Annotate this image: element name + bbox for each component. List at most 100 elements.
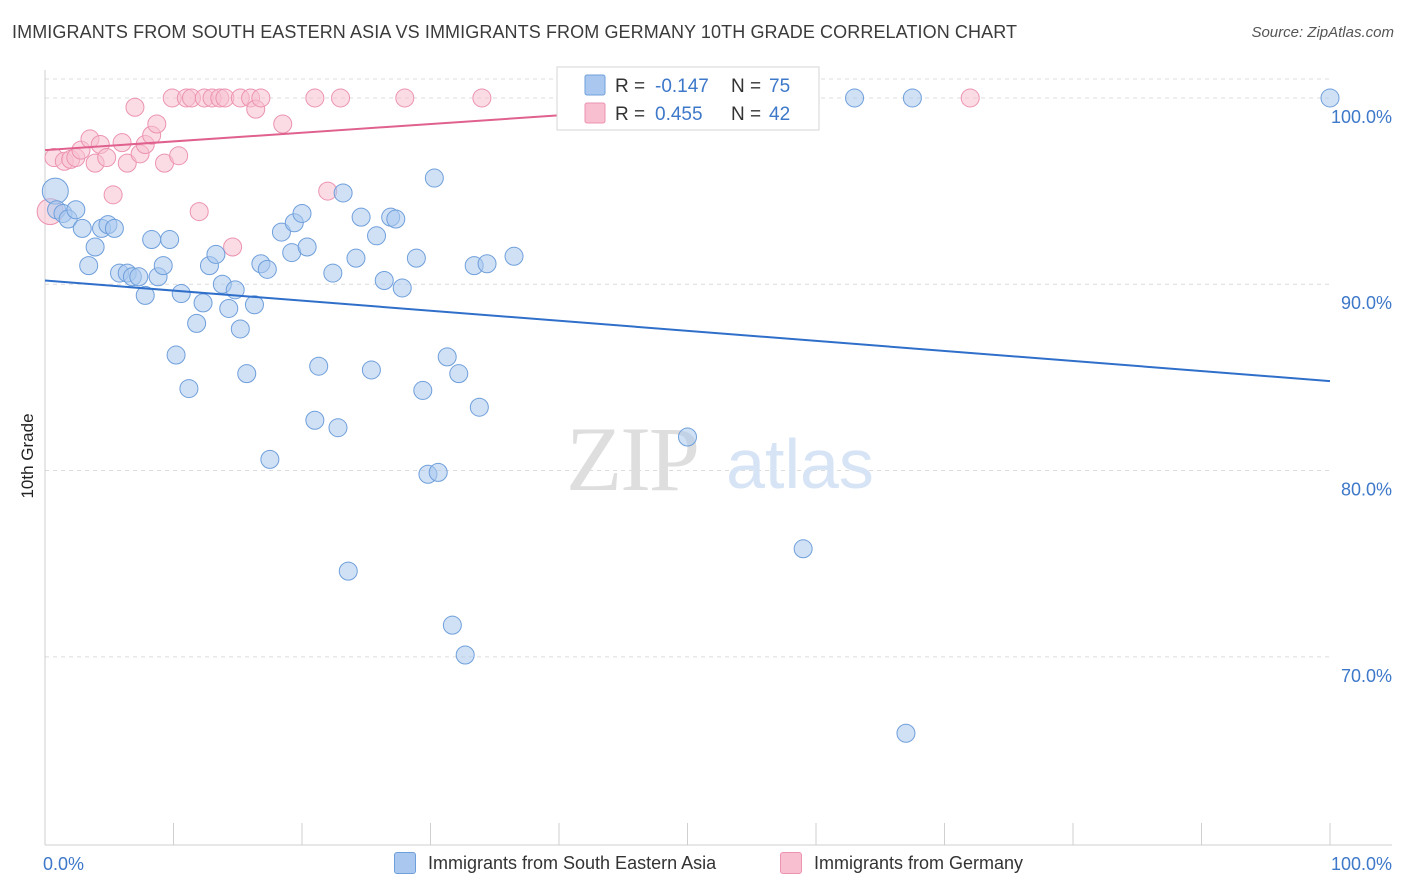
legend-item-germany[interactable]: Immigrants from Germany — [780, 852, 1023, 874]
y-tick-labels: 70.0% 80.0% 90.0% 100.0% — [1331, 107, 1392, 686]
point-sea-10 — [104, 218, 124, 238]
point-sea-72 — [896, 723, 916, 743]
point-sea-30 — [230, 319, 250, 339]
point-sea-63 — [455, 645, 475, 665]
point-sea-40 — [297, 237, 317, 257]
legend-n-value-1: 75 — [769, 76, 790, 97]
legend-swatch-blue — [584, 74, 606, 96]
x-tick-labels: 0.0% 100.0% — [43, 854, 1392, 874]
legend-n-label-2: N = — [731, 104, 761, 125]
point-sea-22 — [179, 379, 199, 399]
legend-r-label-1: R = — [615, 76, 645, 97]
y-tick-label-3: 100.0% — [1331, 107, 1392, 127]
point-sea-74 — [1320, 88, 1340, 108]
legend-swatch-germany — [780, 852, 802, 874]
point-sea-43 — [323, 263, 343, 283]
point-sea-58 — [424, 168, 444, 188]
point-germany-12 — [117, 153, 137, 173]
point-sea-44 — [328, 418, 348, 438]
point-germany-28 — [223, 237, 243, 257]
point-sea-5 — [72, 218, 92, 238]
point-sea-36 — [271, 222, 291, 242]
point-sea-0 — [41, 177, 69, 205]
point-sea-60 — [437, 347, 457, 367]
point-sea-28 — [219, 298, 239, 318]
point-sea-14 — [129, 267, 149, 287]
point-sea-6 — [79, 256, 99, 276]
point-sea-65 — [469, 397, 489, 417]
point-sea-4 — [66, 200, 86, 220]
point-sea-67 — [504, 246, 524, 266]
point-sea-69 — [678, 427, 697, 447]
point-sea-7 — [85, 237, 105, 257]
gridlines — [45, 78, 1330, 658]
legend-label-south-eastern-asia: Immigrants from South Eastern Asia — [428, 852, 717, 873]
point-germany-38 — [472, 88, 492, 108]
watermark-zip: ZIP — [566, 408, 698, 510]
legend-n-label-1: N = — [731, 76, 761, 97]
point-sea-73 — [902, 88, 922, 108]
point-sea-20 — [166, 345, 186, 365]
point-germany-13 — [125, 97, 145, 117]
point-sea-46 — [338, 561, 358, 581]
point-sea-49 — [361, 360, 381, 380]
point-germany-33 — [273, 114, 293, 134]
point-sea-61 — [442, 615, 462, 635]
chart-title: IMMIGRANTS FROM SOUTH EASTERN ASIA VS IM… — [12, 22, 1018, 42]
point-germany-20 — [169, 146, 189, 166]
point-sea-71 — [845, 88, 865, 108]
legend-n-value-2: 42 — [769, 104, 790, 125]
point-sea-32 — [244, 295, 264, 315]
point-sea-62 — [449, 364, 469, 384]
point-sea-39 — [292, 203, 312, 223]
x-tick-label-1: 100.0% — [1331, 854, 1392, 874]
watermark-atlas: atlas — [726, 425, 874, 503]
point-sea-54 — [392, 278, 412, 298]
point-sea-70 — [793, 539, 813, 559]
axes — [44, 70, 1392, 846]
legend-r-value-1: -0.147 — [655, 76, 709, 97]
point-sea-19 — [160, 230, 180, 250]
point-sea-56 — [413, 380, 433, 400]
point-germany-32 — [251, 88, 271, 108]
point-germany-41 — [960, 88, 980, 108]
legend-swatch-south-eastern-asia — [394, 852, 416, 874]
point-sea-21 — [171, 284, 191, 304]
point-sea-35 — [260, 449, 280, 469]
y-axis-label: 10th Grade — [18, 413, 37, 499]
y-tick-label-1: 80.0% — [1341, 480, 1392, 500]
point-germany-11 — [112, 133, 132, 153]
legend-r-label-2: R = — [615, 104, 645, 125]
point-germany-23 — [189, 202, 209, 222]
legend-swatch-pink — [584, 102, 606, 124]
point-sea-34 — [257, 259, 277, 279]
point-sea-59 — [428, 462, 448, 482]
point-sea-15 — [135, 285, 155, 305]
point-sea-66 — [477, 254, 497, 274]
point-sea-16 — [142, 230, 162, 250]
point-germany-37 — [395, 88, 415, 108]
y-tick-label-0: 70.0% — [1341, 666, 1392, 686]
point-sea-50 — [367, 226, 387, 246]
point-sea-18 — [153, 256, 173, 276]
point-sea-23 — [187, 313, 207, 333]
legend-r-value-2: 0.455 — [655, 104, 703, 125]
point-sea-31 — [237, 364, 257, 384]
legend-item-south-eastern-asia[interactable]: Immigrants from South Eastern Asia — [394, 852, 716, 874]
source-label: Source: ZipAtlas.com — [1251, 24, 1394, 41]
point-sea-42 — [309, 356, 329, 376]
point-germany-10 — [103, 185, 123, 205]
point-sea-55 — [406, 248, 426, 268]
point-sea-51 — [374, 271, 394, 291]
point-germany-34 — [305, 88, 325, 108]
point-sea-26 — [206, 244, 226, 264]
point-sea-53 — [386, 209, 406, 229]
point-sea-45 — [333, 183, 353, 203]
point-germany-36 — [331, 88, 351, 108]
trend-line-sea — [44, 279, 1331, 383]
point-sea-47 — [346, 248, 366, 268]
point-sea-48 — [351, 207, 371, 227]
x-tick-label-0: 0.0% — [43, 854, 84, 874]
correlation-legend: R = -0.147 N = 75 R = 0.455 N = 42 — [556, 66, 820, 131]
